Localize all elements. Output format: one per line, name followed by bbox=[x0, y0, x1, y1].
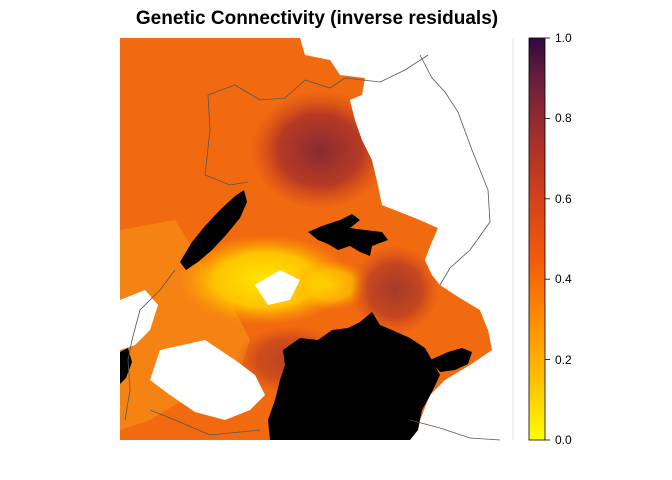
border-southwest bbox=[124, 269, 176, 421]
country-borders bbox=[124, 54, 501, 441]
border-south bbox=[149, 409, 261, 436]
nodata-area-south bbox=[150, 340, 265, 420]
colorbar-tick-label: 0.8 bbox=[555, 111, 572, 126]
border-east bbox=[419, 54, 491, 286]
colorbar bbox=[528, 37, 546, 441]
border-se bbox=[409, 419, 501, 441]
colorbar-tick-label: 1.0 bbox=[555, 31, 572, 45]
lake-albert bbox=[180, 190, 247, 270]
border-north bbox=[207, 54, 429, 101]
lake-east-small bbox=[430, 348, 472, 372]
colorbar-tick-label: 0.4 bbox=[555, 272, 572, 287]
high-value-zone-east bbox=[350, 245, 440, 335]
border-west bbox=[204, 94, 249, 186]
nodata-area-west bbox=[120, 290, 158, 350]
map-title: Genetic Connectivity (inverse residuals) bbox=[135, 8, 499, 29]
nodata-east bbox=[350, 60, 513, 330]
colorbar-tick-label: 0.2 bbox=[555, 352, 572, 367]
colorbar-ticks bbox=[545, 37, 550, 441]
colorbar-tick-label: 0.0 bbox=[555, 433, 572, 447]
low-value-zone-east bbox=[290, 260, 370, 310]
lake-kyoga bbox=[308, 214, 388, 256]
nodata-area-central bbox=[255, 270, 300, 305]
lake-victoria bbox=[268, 312, 440, 440]
colorbar-tick-label: 0.6 bbox=[555, 191, 572, 206]
